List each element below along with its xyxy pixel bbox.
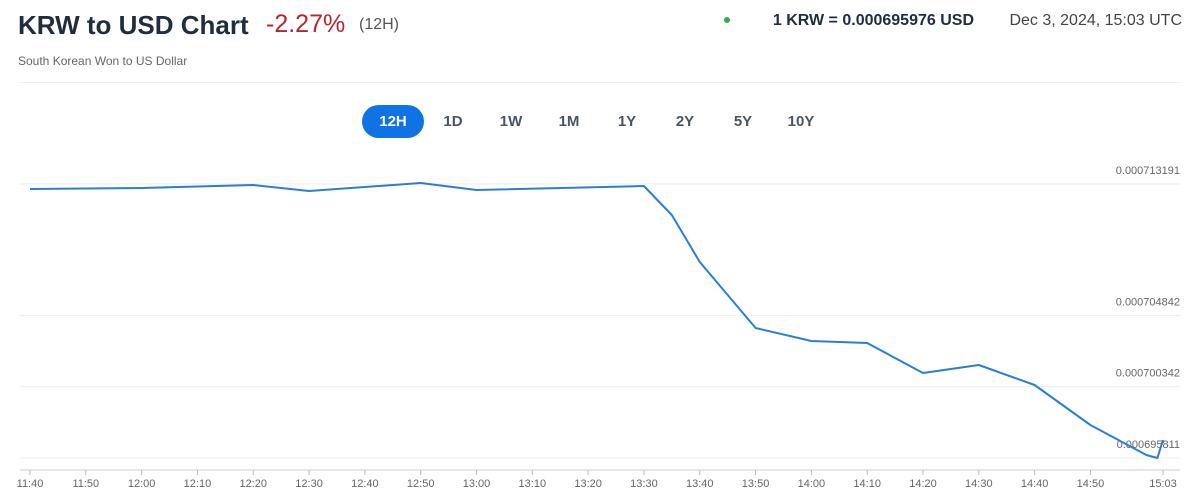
- x-tick-label: 13:50: [742, 478, 770, 490]
- x-tick-label: 12:10: [184, 478, 212, 490]
- subtitle: South Korean Won to US Dollar: [18, 54, 188, 68]
- range-button[interactable]: 2Y: [675, 113, 695, 130]
- title: KRW to USD Chart: [18, 10, 249, 40]
- range-button[interactable]: 1M: [558, 113, 580, 130]
- range-buttons: 12H 1D 1W 1M 1Y 2Y 5Y 10Y: [362, 105, 830, 138]
- x-tick-label: 13:00: [463, 478, 491, 490]
- range-button[interactable]: 5Y: [733, 113, 753, 130]
- separator: [18, 82, 1182, 83]
- rate: 1 KRW = 0.000695976 USD: [772, 12, 974, 29]
- x-tick-label: 14:50: [1077, 478, 1105, 490]
- x-tick-label: 13:30: [630, 478, 658, 490]
- change: -2.27%: [266, 10, 346, 38]
- y-tick-label: 0.000700342: [1116, 368, 1180, 380]
- x-tick-label: 13:40: [686, 478, 714, 490]
- x-tick-label: 14:40: [1021, 478, 1049, 490]
- range-button[interactable]: 1Y: [617, 113, 637, 130]
- x-tick-label: 12:50: [407, 478, 435, 490]
- x-tick-label: 15:03: [1149, 478, 1177, 490]
- x-tick-label: 12:40: [351, 478, 379, 490]
- live-dot: [724, 17, 730, 23]
- range-button[interactable]: 1W: [499, 113, 523, 130]
- x-tick-label: 14:10: [853, 478, 881, 490]
- date: Dec 3, 2024, 15:03 UTC: [1009, 12, 1182, 29]
- x-tick-label: 12:20: [239, 478, 267, 490]
- x-tick-label: 12:30: [295, 478, 323, 490]
- y-tick-label: 0.000704842: [1116, 297, 1180, 309]
- range-button[interactable]: 1D: [443, 113, 463, 130]
- x-tick-label: 14:30: [965, 478, 993, 490]
- x-tick-label: 12:00: [128, 478, 156, 490]
- x-tick-label: 14:20: [909, 478, 937, 490]
- y-tick-label: 0.000713191: [1116, 165, 1180, 177]
- range-button[interactable]: 10Y: [787, 113, 815, 130]
- x-tick-label: 13:10: [519, 478, 547, 490]
- period: (12H): [359, 16, 400, 33]
- range-button[interactable]: 12H: [362, 105, 424, 138]
- line: [29, 182, 1164, 459]
- x-tick-label: 14:00: [798, 478, 826, 490]
- x-tick-label: 11:40: [17, 478, 44, 490]
- x-tick-label: 11:50: [72, 478, 99, 490]
- x-tick-label: 13:20: [574, 478, 602, 490]
